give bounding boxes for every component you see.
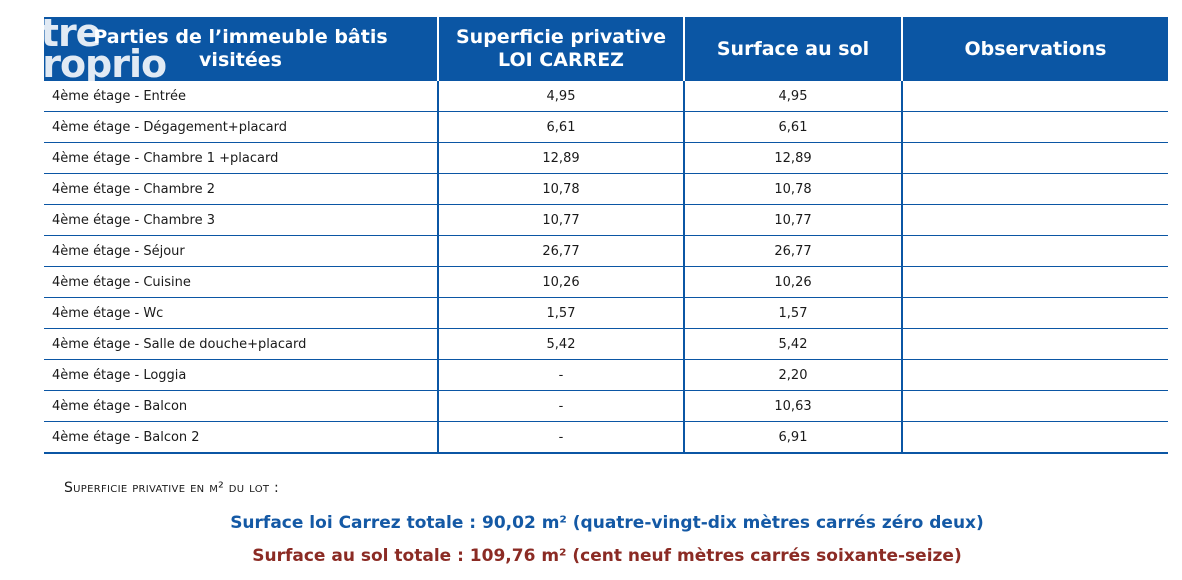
cell-part-name: 4ème étage - Loggia xyxy=(44,359,439,391)
cell-carrez-value: 1,57 xyxy=(438,297,685,329)
cell-part-name: 4ème étage - Wc xyxy=(44,297,439,329)
cell-observations xyxy=(902,111,1168,143)
surface-table: Parties de l’immeuble bâtis visitées Sup… xyxy=(44,17,1168,454)
cell-carrez-value: 26,77 xyxy=(438,235,685,267)
cell-observations xyxy=(902,421,1168,454)
cell-carrez-value: - xyxy=(438,390,685,422)
cell-observations xyxy=(902,173,1168,205)
cell-sol-value: 10,63 xyxy=(684,390,903,422)
cell-sol-value: 6,91 xyxy=(684,421,903,454)
cell-part-name: 4ème étage - Séjour xyxy=(44,235,439,267)
cell-sol-value: 2,20 xyxy=(684,359,903,391)
cell-sol-value: 5,42 xyxy=(684,328,903,360)
surface-table-header: Parties de l’immeuble bâtis visitées Sup… xyxy=(44,17,1168,81)
header-observations: Observations xyxy=(902,17,1168,81)
cell-part-name: 4ème étage - Entrée xyxy=(44,81,439,112)
cell-carrez-value: 12,89 xyxy=(438,142,685,174)
cell-carrez-value: 10,78 xyxy=(438,173,685,205)
cell-part-name: 4ème étage - Salle de douche+placard xyxy=(44,328,439,360)
cell-observations xyxy=(902,266,1168,298)
cell-observations xyxy=(902,142,1168,174)
table-row: 4ème étage - Chambre 2 10,78 10,78 xyxy=(44,173,1168,205)
cell-part-name: 4ème étage - Chambre 3 xyxy=(44,204,439,236)
cell-sol-value: 1,57 xyxy=(684,297,903,329)
cell-carrez-value: 10,77 xyxy=(438,204,685,236)
cell-part-name: 4ème étage - Cuisine xyxy=(44,266,439,298)
cell-sol-value: 6,61 xyxy=(684,111,903,143)
sol-total: Surface au sol totale : 109,76 m² (cent … xyxy=(252,546,962,566)
cell-carrez-value: 4,95 xyxy=(438,81,685,112)
header-carrez: Superficie privative LOI CARREZ xyxy=(438,17,685,81)
header-surface-sol: Surface au sol xyxy=(684,17,903,81)
table-row: 4ème étage - Dégagement+placard 6,61 6,61 xyxy=(44,111,1168,143)
header-parties: Parties de l’immeuble bâtis visitées xyxy=(44,17,439,81)
cell-sol-value: 26,77 xyxy=(684,235,903,267)
table-row: 4ème étage - Chambre 3 10,77 10,77 xyxy=(44,204,1168,236)
cell-carrez-value: 10,26 xyxy=(438,266,685,298)
table-row: 4ème étage - Séjour 26,77 26,77 xyxy=(44,235,1168,267)
table-row: 4ème étage - Salle de douche+placard 5,42… xyxy=(44,328,1168,360)
cell-observations xyxy=(902,204,1168,236)
cell-carrez-value: - xyxy=(438,421,685,454)
cell-part-name: 4ème étage - Balcon xyxy=(44,390,439,422)
cell-observations xyxy=(902,235,1168,267)
table-row: 4ème étage - Cuisine 10,26 10,26 xyxy=(44,266,1168,298)
cell-part-name: 4ème étage - Dégagement+placard xyxy=(44,111,439,143)
cell-part-name: 4ème étage - Balcon 2 xyxy=(44,421,439,454)
summary-heading: Superficie privative en m² du lot : xyxy=(64,480,280,496)
header-row: Parties de l’immeuble bâtis visitées Sup… xyxy=(44,17,1168,81)
cell-observations xyxy=(902,359,1168,391)
cell-sol-value: 12,89 xyxy=(684,142,903,174)
cell-observations xyxy=(902,328,1168,360)
carrez-total: Surface loi Carrez totale : 90,02 m² (qu… xyxy=(230,513,984,533)
cell-observations xyxy=(902,390,1168,422)
table-row: 4ème étage - Entrée 4,95 4,95 xyxy=(44,81,1168,112)
table-row: 4ème étage - Loggia -2,20 xyxy=(44,359,1168,391)
cell-sol-value: 10,78 xyxy=(684,173,903,205)
table-row: 4ème étage - Wc 1,57 1,57 xyxy=(44,297,1168,329)
cell-part-name: 4ème étage - Chambre 1 +placard xyxy=(44,142,439,174)
cell-sol-value: 10,26 xyxy=(684,266,903,298)
cell-carrez-value: 5,42 xyxy=(438,328,685,360)
table-row: 4ème étage - Balcon 2-6,91 xyxy=(44,421,1168,454)
cell-sol-value: 10,77 xyxy=(684,204,903,236)
cell-carrez-value: 6,61 xyxy=(438,111,685,143)
cell-sol-value: 4,95 xyxy=(684,81,903,112)
cell-carrez-value: - xyxy=(438,359,685,391)
surface-table-body: 4ème étage - Entrée 4,95 4,95 4ème étage - … xyxy=(44,81,1168,454)
table-row: 4ème étage - Balcon -10,63 xyxy=(44,390,1168,422)
cell-part-name: 4ème étage - Chambre 2 xyxy=(44,173,439,205)
table-row: 4ème étage - Chambre 1 +placard 12,89 12,8… xyxy=(44,142,1168,174)
cell-observations xyxy=(902,81,1168,112)
cell-observations xyxy=(902,297,1168,329)
